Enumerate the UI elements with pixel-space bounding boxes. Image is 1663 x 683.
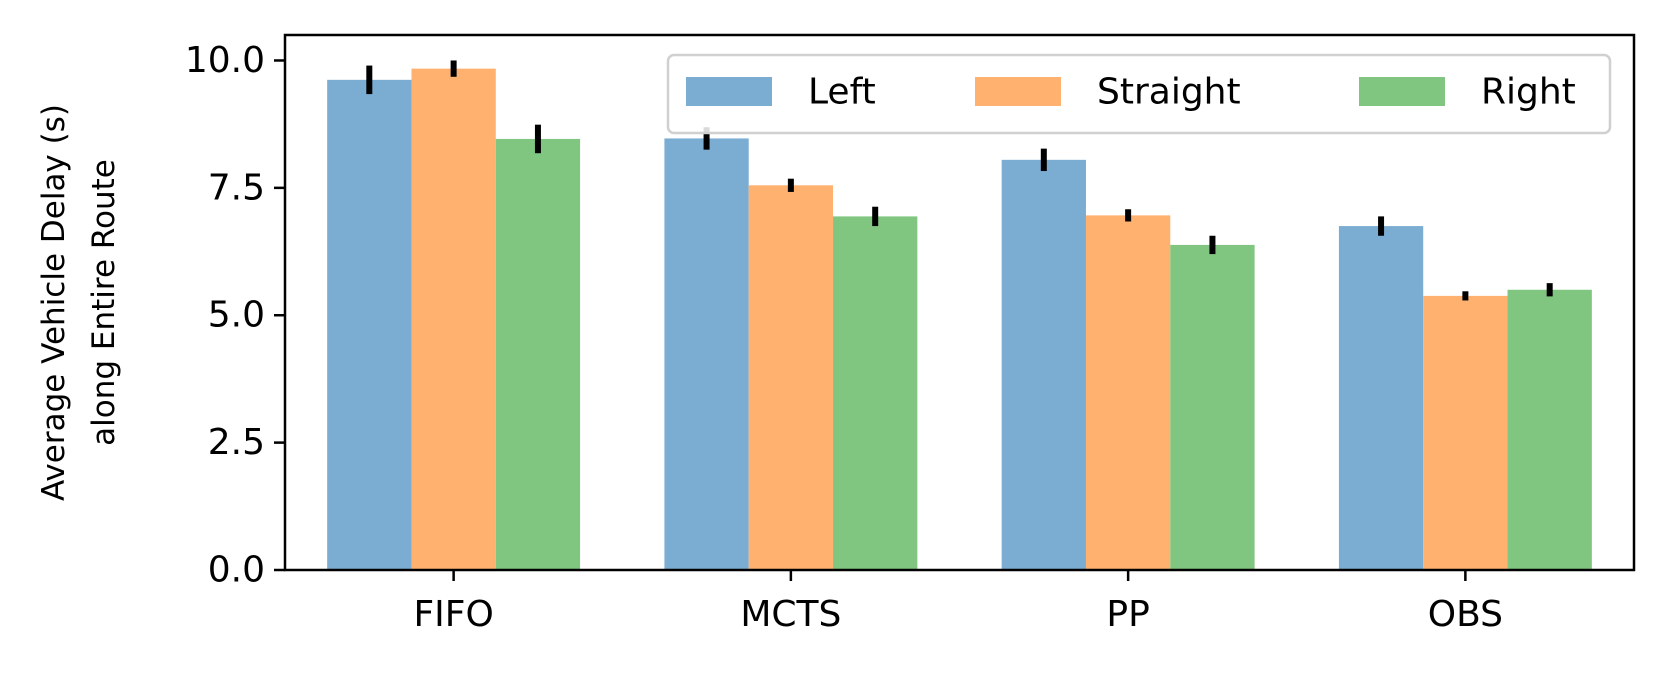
y-axis-label: Average Vehicle Delay (s) along Entire R… (36, 104, 122, 501)
bar-straight-mcts (748, 185, 834, 571)
x-tick-label: PP (1106, 594, 1149, 635)
bar-left-fifo (327, 79, 412, 570)
legend-swatch-right (1359, 77, 1445, 106)
y-axis: 0.0 2.5 5.0 7.5 10.0 (185, 40, 285, 591)
legend-swatch-left (686, 77, 772, 106)
x-tick-label: OBS (1428, 594, 1503, 635)
y-tick-label: 2.5 (208, 422, 265, 463)
y-tick-label: 10.0 (185, 40, 265, 81)
error-bars-group (366, 60, 1553, 301)
x-tick-label: MCTS (740, 594, 841, 635)
bar-straight-obs (1423, 295, 1508, 570)
legend-label-right: Right (1481, 72, 1576, 113)
bar-left-pp (1001, 159, 1086, 571)
x-tick-label: FIFO (413, 594, 493, 635)
y-tick-label: 5.0 (208, 295, 265, 336)
y-axis-label-line-2: along Entire Route (86, 159, 122, 446)
plot-frame (283, 33, 1636, 572)
bar-left-mcts (664, 138, 749, 570)
y-axis-label-line-1: Average Vehicle Delay (s) (36, 104, 72, 501)
bar-left-obs (1338, 226, 1424, 571)
legend: Left Straight Right (666, 53, 1612, 135)
bar-right-pp (1170, 244, 1255, 570)
bar-right-fifo (495, 138, 581, 570)
y-tick-label: 7.5 (208, 167, 265, 208)
bar-right-obs (1507, 289, 1592, 570)
legend-label-straight: Straight (1097, 72, 1241, 113)
bar-straight-pp (1085, 215, 1171, 570)
x-axis: FIFO MCTS PP OBS (413, 570, 1503, 635)
legend-swatch-straight (975, 77, 1061, 106)
legend-label-left: Left (808, 72, 876, 113)
bar-right-mcts (833, 216, 918, 570)
y-tick-label: 0.0 (208, 550, 265, 591)
bar-straight-fifo (411, 68, 496, 570)
legend-box (666, 53, 1612, 135)
bars-group (327, 68, 1592, 571)
